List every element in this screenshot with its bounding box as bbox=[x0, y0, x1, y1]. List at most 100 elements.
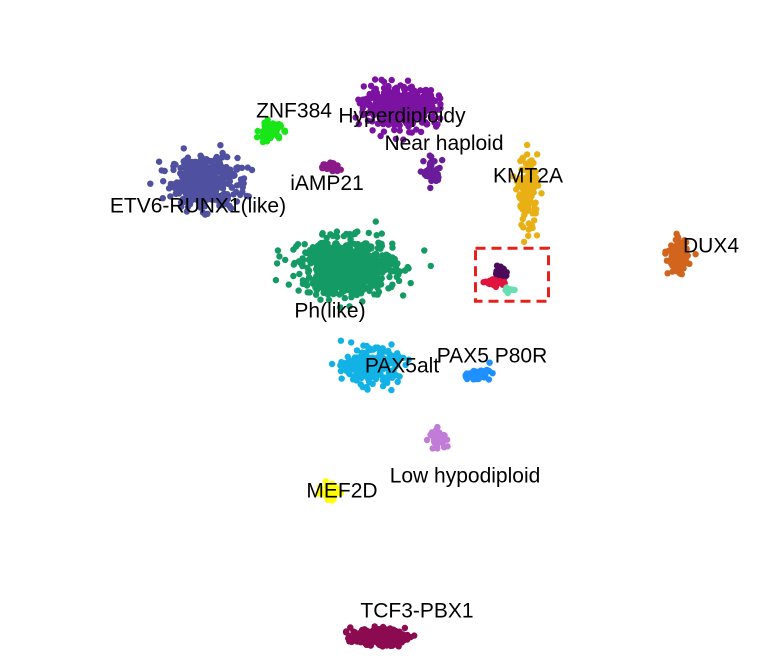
data-point bbox=[389, 281, 396, 288]
data-point bbox=[346, 263, 353, 270]
data-point bbox=[538, 190, 545, 197]
data-point bbox=[233, 182, 241, 189]
data-point bbox=[349, 358, 356, 365]
data-point bbox=[383, 105, 391, 112]
data-point bbox=[370, 112, 377, 119]
data-point bbox=[426, 160, 434, 167]
data-point bbox=[311, 250, 319, 257]
data-point bbox=[511, 286, 518, 294]
data-point bbox=[182, 189, 189, 197]
data-point bbox=[379, 114, 386, 121]
data-point bbox=[422, 101, 429, 109]
data-point bbox=[354, 228, 361, 235]
data-point bbox=[485, 376, 493, 383]
data-point bbox=[431, 119, 438, 126]
data-point bbox=[189, 164, 196, 171]
series-unlabeled-14 bbox=[492, 262, 510, 279]
data-point bbox=[340, 288, 347, 295]
data-point bbox=[378, 76, 385, 84]
data-point bbox=[155, 158, 163, 165]
data-point bbox=[366, 245, 373, 253]
data-point bbox=[274, 247, 282, 254]
data-point bbox=[219, 185, 226, 192]
data-point bbox=[444, 443, 451, 450]
data-point bbox=[304, 289, 311, 296]
series-etv6-runx1-like-0 bbox=[147, 142, 256, 218]
data-point bbox=[266, 132, 273, 139]
data-point bbox=[530, 189, 537, 196]
data-point bbox=[410, 115, 418, 123]
data-point bbox=[259, 128, 267, 135]
data-point bbox=[406, 129, 413, 136]
data-point bbox=[437, 115, 444, 122]
data-point bbox=[203, 158, 211, 165]
data-point bbox=[394, 260, 401, 267]
data-point bbox=[272, 276, 280, 284]
data-point bbox=[233, 164, 240, 172]
data-point bbox=[221, 190, 228, 197]
series-kmt2a-5 bbox=[509, 141, 545, 246]
data-point bbox=[486, 359, 493, 366]
data-point bbox=[179, 195, 187, 203]
data-point bbox=[302, 278, 310, 285]
data-point bbox=[327, 160, 334, 167]
data-point bbox=[381, 266, 389, 274]
data-point bbox=[529, 224, 536, 232]
data-point bbox=[372, 218, 379, 225]
data-point bbox=[521, 206, 529, 213]
label-pax5alt: PAX5alt bbox=[365, 355, 439, 378]
data-point bbox=[434, 176, 442, 184]
data-point bbox=[329, 497, 336, 504]
data-point bbox=[371, 76, 379, 83]
series-dux4-6 bbox=[662, 230, 699, 278]
data-point bbox=[201, 176, 208, 183]
data-point bbox=[385, 371, 393, 379]
data-point bbox=[184, 154, 192, 161]
data-point bbox=[388, 386, 395, 394]
data-point bbox=[224, 153, 231, 161]
data-point bbox=[375, 278, 382, 285]
data-point bbox=[425, 165, 433, 172]
data-point bbox=[379, 382, 387, 390]
data-point bbox=[386, 97, 393, 104]
series-znf384-1 bbox=[253, 116, 289, 146]
data-point bbox=[376, 637, 383, 644]
data-point bbox=[325, 285, 333, 292]
label-znf384: ZNF384 bbox=[256, 100, 332, 123]
data-point bbox=[375, 239, 382, 246]
data-point bbox=[248, 166, 256, 174]
data-point bbox=[290, 261, 297, 268]
data-point bbox=[466, 372, 473, 379]
data-point bbox=[692, 251, 699, 258]
data-point bbox=[407, 279, 414, 287]
data-point bbox=[168, 183, 175, 190]
data-point bbox=[311, 279, 318, 287]
data-point bbox=[434, 445, 441, 452]
label-kmt2a: KMT2A bbox=[493, 165, 563, 188]
data-point bbox=[364, 629, 371, 636]
series-pax5-p80r-9 bbox=[462, 359, 496, 383]
data-point bbox=[413, 126, 420, 133]
data-point bbox=[319, 231, 326, 238]
data-point bbox=[405, 356, 412, 363]
data-point bbox=[370, 360, 378, 368]
data-point bbox=[392, 97, 400, 104]
data-point bbox=[354, 242, 361, 250]
data-point bbox=[360, 83, 367, 90]
label-tcf3-pbx1: TCF3-PBX1 bbox=[360, 600, 473, 623]
data-point bbox=[281, 128, 289, 135]
label-mef2d: MEF2D bbox=[306, 480, 377, 503]
data-point bbox=[333, 240, 340, 247]
label-pax5-p80r: PAX5 P80R bbox=[437, 345, 548, 368]
data-point bbox=[377, 245, 384, 252]
data-point bbox=[331, 286, 339, 293]
cluster-labels: ZNF384 Hyperdiploidy Near haploid KMT2A iAMP… bbox=[110, 100, 739, 623]
data-point bbox=[427, 262, 434, 270]
data-point bbox=[437, 95, 444, 102]
data-point bbox=[476, 373, 484, 381]
data-point bbox=[360, 286, 367, 293]
data-point bbox=[337, 270, 345, 277]
data-point bbox=[525, 232, 532, 240]
data-point bbox=[521, 179, 528, 186]
data-point bbox=[675, 246, 683, 253]
